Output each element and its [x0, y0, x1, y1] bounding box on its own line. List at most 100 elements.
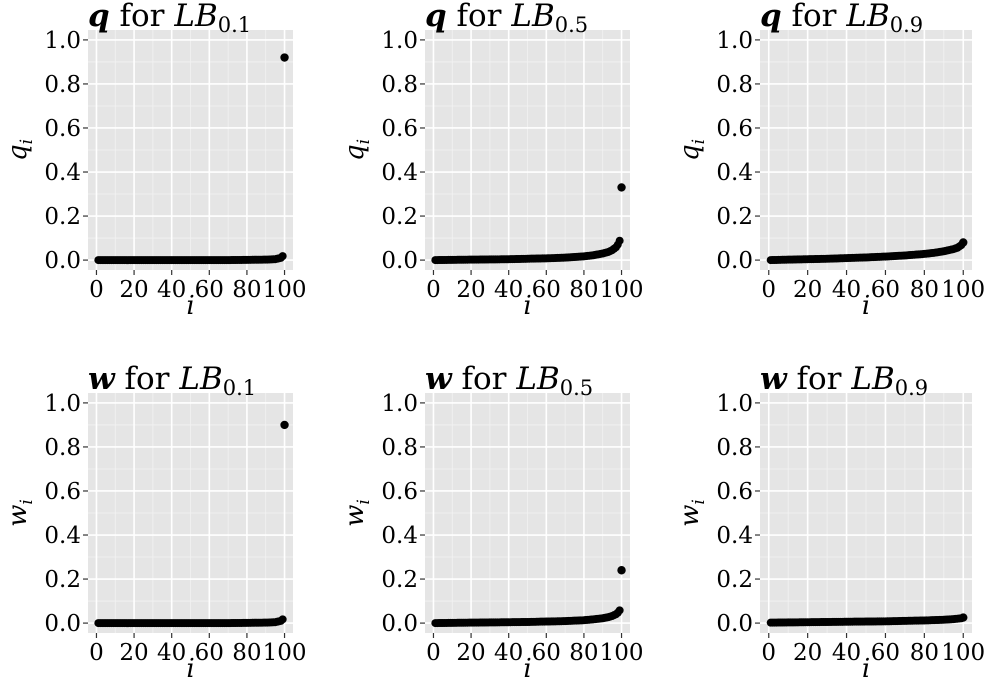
x-tick-label: 20: [456, 640, 485, 666]
y-tick-label: 1.0: [44, 391, 81, 417]
y-axis-label: qi: [675, 139, 709, 161]
y-tick-label: 0.8: [381, 435, 418, 461]
y-tick-label: 1.0: [381, 28, 418, 54]
x-tick-label: 20: [119, 277, 148, 303]
x-tick-label: 20: [793, 277, 822, 303]
title-subscript: 0.9: [890, 13, 923, 37]
y-tick-label: 0.0: [716, 611, 753, 637]
y-axis-label: qi: [340, 139, 374, 161]
x-axis-label: i: [523, 654, 531, 683]
x-tick-label: 60: [871, 640, 900, 666]
y-axis-label-subscript: i: [689, 139, 709, 144]
y-axis-label-subscript: i: [689, 499, 709, 504]
title-subscript: 0.9: [895, 376, 928, 400]
panel-title: q for LB0.9: [760, 0, 923, 37]
x-tick-label: 40: [157, 640, 186, 666]
x-tick-label: 80: [232, 277, 261, 303]
x-tick-label: 80: [910, 640, 939, 666]
title-word: for: [452, 361, 517, 397]
title-word: for: [115, 361, 180, 397]
x-tick-label: 0: [426, 640, 441, 666]
x-tick-label: 60: [195, 277, 224, 303]
title-subscript: 0.5: [555, 13, 588, 37]
x-tick-label: 40: [832, 277, 861, 303]
y-tick-label: 0.4: [381, 523, 418, 549]
y-tick-label: 0.0: [381, 611, 418, 637]
data-point: [280, 53, 289, 62]
title-subscript: 0.1: [218, 13, 251, 37]
x-tick-label: 100: [941, 640, 985, 666]
y-tick-label: 0.0: [44, 248, 81, 274]
panel-title: q for LB0.1: [88, 0, 251, 37]
title-word: for: [447, 0, 512, 34]
y-tick-label: 0.8: [381, 72, 418, 98]
y-tick-label: 0.0: [716, 248, 753, 274]
y-tick-label: 0.8: [716, 435, 753, 461]
y-tick-label: 0.2: [716, 204, 753, 230]
y-axis-label: wi: [3, 499, 37, 527]
x-tick-label: 80: [232, 640, 261, 666]
x-tick-label: 80: [569, 277, 598, 303]
x-tick-label: 100: [600, 277, 644, 303]
y-tick-label: 1.0: [381, 391, 418, 417]
x-tick-label: 20: [793, 640, 822, 666]
y-axis-label: wi: [340, 499, 374, 527]
y-tick-label: 0.4: [381, 160, 418, 186]
y-axis-label: qi: [3, 139, 37, 161]
y-tick-label: 0.6: [44, 116, 81, 142]
title-subscript: 0.5: [560, 376, 593, 400]
title-base: LB: [850, 361, 894, 397]
title-base: LB: [173, 0, 217, 34]
y-tick-label: 0.0: [44, 611, 81, 637]
x-axis-label: i: [523, 291, 531, 321]
title-word: for: [782, 0, 847, 34]
x-tick-label: 60: [532, 640, 561, 666]
y-tick-label: 0.2: [44, 204, 81, 230]
y-tick-label: 0.2: [381, 567, 418, 593]
y-tick-label: 1.0: [44, 28, 81, 54]
y-tick-label: 0.4: [716, 523, 753, 549]
x-tick-label: 80: [910, 277, 939, 303]
x-tick-label: 100: [263, 640, 307, 666]
y-tick-label: 0.8: [716, 72, 753, 98]
x-tick-label: 0: [89, 640, 104, 666]
data-point: [959, 613, 968, 622]
x-tick-label: 100: [600, 640, 644, 666]
y-axis-label-subscript: i: [17, 139, 37, 144]
data-point: [280, 420, 289, 430]
title-word: for: [110, 0, 175, 34]
x-tick-label: 40: [494, 640, 523, 666]
x-tick-label: 60: [871, 277, 900, 303]
title-subscript: 0.1: [223, 376, 256, 400]
y-axis-label-base: q: [3, 144, 33, 161]
x-tick-label: 0: [761, 277, 776, 303]
y-tick-label: 0.6: [44, 479, 81, 505]
y-tick-label: 0.8: [44, 72, 81, 98]
x-tick-label: 100: [941, 277, 985, 303]
y-tick-label: 0.8: [44, 435, 81, 461]
x-tick-label: 20: [119, 640, 148, 666]
title-base: LB: [845, 0, 889, 34]
x-tick-label: 40: [157, 277, 186, 303]
x-axis-label: i: [862, 291, 870, 321]
x-axis-label: i: [186, 291, 194, 321]
data-point: [278, 252, 287, 261]
x-tick-label: 0: [89, 277, 104, 303]
data-point: [615, 236, 624, 245]
x-axis-label: i: [862, 654, 870, 683]
y-axis-label-subscript: i: [17, 499, 37, 504]
title-base: LB: [178, 361, 222, 397]
y-tick-label: 0.4: [716, 160, 753, 186]
title-base: LB: [510, 0, 554, 34]
x-tick-label: 0: [426, 277, 441, 303]
y-tick-label: 0.2: [716, 567, 753, 593]
x-axis-label: i: [186, 654, 194, 683]
x-tick-label: 0: [761, 640, 776, 666]
x-tick-label: 40: [832, 640, 861, 666]
title-vector-symbol: q: [88, 0, 110, 34]
